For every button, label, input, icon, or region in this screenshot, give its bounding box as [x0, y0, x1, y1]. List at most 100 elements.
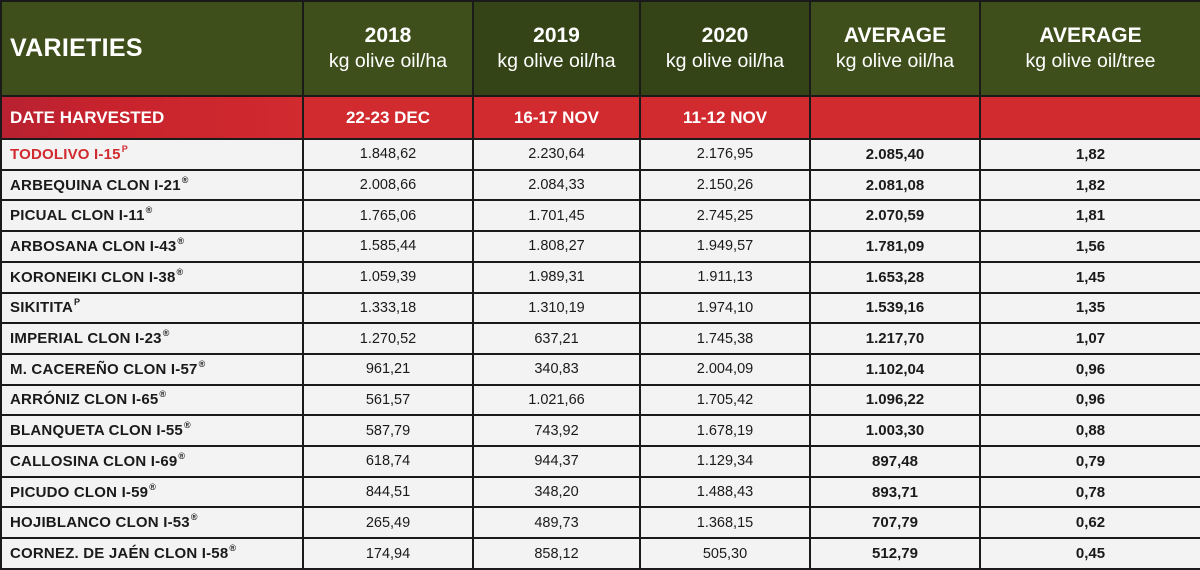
average-kg-tree: 1,56 — [979, 230, 1200, 263]
column-header-unit: kg olive oil/ha — [497, 50, 616, 73]
table-row: HOJIBLANCO CLON I-53® 265,49 489,73 1.368,1… — [0, 506, 1200, 540]
harvest-date-average-tree — [979, 95, 1200, 140]
variety-name: HOJIBLANCO CLON I-53® — [0, 506, 304, 540]
value-2018: 1.333,18 — [302, 291, 474, 325]
average-kg-ha: 1.217,70 — [809, 322, 981, 355]
value-2018: 1.765,06 — [302, 199, 474, 233]
value-2018: 1.059,39 — [302, 260, 474, 294]
table-row: ARBOSANA CLON I-43® 1.585,44 1.808,27 1.949… — [0, 230, 1200, 263]
variety-name: CORNEZ. DE JAÉN CLON I-58® — [0, 537, 304, 570]
column-header-unit: kg olive oil/ha — [665, 50, 785, 73]
harvest-date-2018: 22-23 DEC — [302, 95, 474, 140]
trademark-mark: P — [73, 297, 81, 308]
value-2020: 1.911,13 — [639, 260, 811, 294]
value-2020: 2.004,09 — [639, 352, 811, 386]
varieties-header: VARIETIES — [0, 0, 304, 97]
column-header-title: 2020 — [701, 24, 749, 48]
variety-name: BLANQUETA CLON I-55® — [0, 414, 304, 448]
trademark-mark: ® — [178, 450, 186, 461]
table-row: ARRÓNIZ CLON I-65® 561,57 1.021,66 1.705,42… — [0, 383, 1200, 417]
average-kg-tree: 0,88 — [979, 414, 1200, 448]
date-harvested-label: DATE HARVESTED — [0, 95, 304, 140]
average-kg-ha: 1.539,16 — [809, 291, 981, 325]
value-2020: 1.129,34 — [639, 445, 811, 478]
variety-name: TODOLIVO I-15P — [0, 138, 304, 171]
average-kg-tree: 1,82 — [979, 138, 1200, 171]
harvest-date-2020: 11-12 NOV — [639, 95, 811, 140]
table-row: BLANQUETA CLON I-55® 587,79 743,92 1.678,19… — [0, 414, 1200, 448]
table-body: TODOLIVO I-15P 1.848,62 2.230,64 2.176,95 2.… — [0, 138, 1200, 570]
variety-name-text: IMPERIAL CLON I-23 — [10, 330, 162, 348]
trademark-mark: P — [121, 143, 128, 154]
column-header-title: AVERAGE — [1039, 24, 1142, 48]
average-kg-tree: 0,96 — [979, 352, 1200, 386]
average-kg-tree: 1,35 — [979, 291, 1200, 325]
column-header-unit: kg olive oil/ha — [328, 50, 448, 73]
average-kg-ha: 1.096,22 — [809, 383, 981, 417]
table-row: PICUAL CLON I-11® 1.765,06 1.701,45 2.745,2… — [0, 199, 1200, 233]
table-row: SIKITITAP 1.333,18 1.310,19 1.974,10 1.539,1… — [0, 291, 1200, 325]
trademark-mark: ® — [176, 266, 184, 277]
average-kg-ha: 893,71 — [809, 475, 981, 509]
value-2019: 340,83 — [472, 352, 641, 386]
average-kg-tree: 1,81 — [979, 199, 1200, 233]
average-kg-tree: 1,45 — [979, 260, 1200, 294]
trademark-mark: ® — [177, 235, 185, 246]
variety-name: PICUAL CLON I-11® — [0, 199, 304, 233]
average-kg-ha: 707,79 — [809, 506, 981, 540]
table-row: KORONEIKI CLON I-38® 1.059,39 1.989,31 1.91… — [0, 260, 1200, 294]
value-2018: 174,94 — [302, 537, 474, 570]
value-2019: 1.310,19 — [472, 291, 641, 325]
variety-name: IMPERIAL CLON I-23® — [0, 322, 304, 355]
value-2018: 618,74 — [302, 445, 474, 478]
value-2019: 743,92 — [472, 414, 641, 448]
variety-name-text: KORONEIKI CLON I-38 — [10, 268, 176, 286]
value-2019: 1.701,45 — [472, 199, 641, 233]
average-kg-tree: 0,79 — [979, 445, 1200, 478]
variety-name-text: PICUDO CLON I-59 — [10, 483, 149, 501]
value-2020: 1.745,38 — [639, 322, 811, 355]
average-kg-ha: 1.653,28 — [809, 260, 981, 294]
table-row: TODOLIVO I-15P 1.848,62 2.230,64 2.176,95 2.… — [0, 138, 1200, 171]
value-2019: 348,20 — [472, 475, 641, 509]
value-2020: 505,30 — [639, 537, 811, 570]
average-kg-ha: 2.081,08 — [809, 168, 981, 202]
column-header-average-tree: AVERAGE kg olive oil/tree — [979, 0, 1200, 97]
variety-name-text: ARBEQUINA CLON I-21 — [10, 176, 181, 194]
variety-name-text: SIKITITA — [10, 299, 73, 317]
value-2018: 561,57 — [302, 383, 474, 417]
column-header-title: 2018 — [364, 24, 412, 48]
average-kg-tree: 0,78 — [979, 475, 1200, 509]
average-kg-ha: 897,48 — [809, 445, 981, 478]
value-2020: 1.949,57 — [639, 230, 811, 263]
variety-name: M. CACEREÑO CLON I-57® — [0, 352, 304, 386]
table-row: CORNEZ. DE JAÉN CLON I-58® 174,94 858,12 50… — [0, 537, 1200, 570]
value-2020: 2.176,95 — [639, 138, 811, 171]
variety-name-text: TODOLIVO I-15 — [10, 145, 121, 163]
column-header-title: AVERAGE — [843, 24, 947, 48]
value-2020: 1.974,10 — [639, 291, 811, 325]
table-row: IMPERIAL CLON I-23® 1.270,52 637,21 1.745,3… — [0, 322, 1200, 355]
value-2020: 2.745,25 — [639, 199, 811, 233]
value-2018: 587,79 — [302, 414, 474, 448]
harvest-date-2019: 16-17 NOV — [472, 95, 641, 140]
average-kg-ha: 2.070,59 — [809, 199, 981, 233]
value-2020: 1.488,43 — [639, 475, 811, 509]
column-header-title: 2019 — [533, 24, 580, 48]
average-kg-ha: 1.781,09 — [809, 230, 981, 263]
value-2019: 1.021,66 — [472, 383, 641, 417]
variety-name-text: HOJIBLANCO CLON I-53 — [10, 514, 190, 532]
value-2019: 1.989,31 — [472, 260, 641, 294]
value-2020: 1.705,42 — [639, 383, 811, 417]
trademark-mark: ® — [149, 481, 157, 492]
average-kg-ha: 1.102,04 — [809, 352, 981, 386]
value-2020: 1.678,19 — [639, 414, 811, 448]
variety-name-text: PICUAL CLON I-11 — [10, 207, 145, 225]
trademark-mark: ® — [181, 174, 189, 185]
trademark-mark: ® — [145, 205, 153, 216]
column-header-2020: 2020 kg olive oil/ha — [639, 0, 811, 97]
value-2019: 637,21 — [472, 322, 641, 355]
table-row: PICUDO CLON I-59® 844,51 348,20 1.488,43 893… — [0, 475, 1200, 509]
value-2018: 265,49 — [302, 506, 474, 540]
